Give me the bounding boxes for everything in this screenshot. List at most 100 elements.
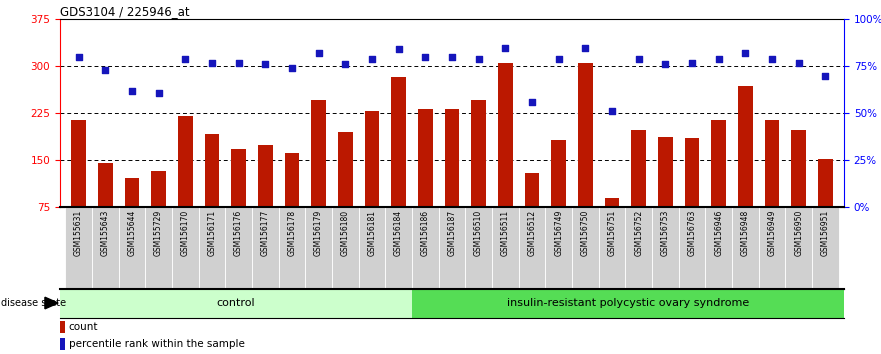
- Point: [152, 90, 166, 96]
- Polygon shape: [45, 297, 58, 309]
- Text: GSM155631: GSM155631: [74, 210, 83, 256]
- Point: [525, 99, 539, 105]
- Text: GSM156950: GSM156950: [794, 210, 803, 256]
- Text: GSM156179: GSM156179: [315, 210, 323, 256]
- Bar: [359, 207, 385, 289]
- Bar: [492, 207, 519, 289]
- Bar: [732, 207, 759, 289]
- Point: [178, 56, 192, 62]
- Bar: [198, 207, 226, 289]
- Bar: [124, 178, 139, 254]
- Text: GSM156176: GSM156176: [234, 210, 243, 256]
- Bar: [178, 116, 193, 254]
- Bar: [204, 134, 219, 254]
- Text: GSM156178: GSM156178: [287, 210, 296, 256]
- Text: GSM155729: GSM155729: [154, 210, 163, 256]
- Point: [792, 60, 806, 65]
- Bar: [598, 207, 626, 289]
- Bar: [524, 173, 539, 254]
- Text: GSM156749: GSM156749: [554, 210, 563, 256]
- Bar: [60, 289, 412, 318]
- Bar: [418, 109, 433, 254]
- Text: percentile rank within the sample: percentile rank within the sample: [69, 339, 244, 349]
- Bar: [332, 207, 359, 289]
- Text: count: count: [69, 322, 98, 332]
- Bar: [60, 321, 65, 333]
- Text: GSM156180: GSM156180: [341, 210, 350, 256]
- Bar: [678, 207, 706, 289]
- Bar: [338, 132, 352, 254]
- Bar: [626, 207, 652, 289]
- Text: insulin-resistant polycystic ovary syndrome: insulin-resistant polycystic ovary syndr…: [507, 298, 749, 308]
- Bar: [578, 63, 593, 254]
- Bar: [226, 207, 252, 289]
- Text: GSM156170: GSM156170: [181, 210, 189, 256]
- Text: GDS3104 / 225946_at: GDS3104 / 225946_at: [60, 5, 189, 18]
- Bar: [765, 120, 780, 254]
- Point: [285, 65, 299, 71]
- Bar: [706, 207, 732, 289]
- Bar: [92, 207, 119, 289]
- Point: [685, 60, 699, 65]
- Point: [98, 67, 112, 73]
- Text: GSM156184: GSM156184: [394, 210, 403, 256]
- Point: [471, 56, 485, 62]
- Point: [738, 50, 752, 56]
- Bar: [152, 171, 166, 254]
- Bar: [258, 145, 272, 254]
- Bar: [738, 86, 752, 254]
- Bar: [71, 120, 86, 254]
- Point: [365, 56, 379, 62]
- Bar: [552, 139, 566, 254]
- Text: GSM156510: GSM156510: [474, 210, 483, 256]
- Point: [552, 56, 566, 62]
- Point: [499, 45, 513, 50]
- Bar: [632, 130, 646, 254]
- Bar: [652, 207, 678, 289]
- Text: GSM156186: GSM156186: [421, 210, 430, 256]
- Text: GSM156949: GSM156949: [767, 210, 776, 256]
- Bar: [791, 130, 806, 254]
- Point: [125, 88, 139, 93]
- Point: [312, 50, 326, 56]
- Bar: [412, 289, 844, 318]
- Bar: [252, 207, 278, 289]
- Text: control: control: [217, 298, 255, 308]
- Bar: [545, 207, 572, 289]
- Text: GSM156752: GSM156752: [634, 210, 643, 256]
- Text: GSM155644: GSM155644: [128, 210, 137, 256]
- Point: [578, 45, 592, 50]
- Point: [205, 60, 219, 65]
- Point: [765, 56, 779, 62]
- Bar: [311, 99, 326, 254]
- Bar: [145, 207, 172, 289]
- Text: GSM156946: GSM156946: [714, 210, 723, 256]
- Bar: [498, 63, 513, 254]
- Bar: [306, 207, 332, 289]
- Bar: [278, 207, 306, 289]
- Point: [445, 54, 459, 60]
- Point: [258, 62, 272, 67]
- Text: GSM156751: GSM156751: [608, 210, 617, 256]
- Bar: [391, 77, 406, 254]
- Bar: [471, 100, 486, 254]
- Text: GSM156181: GSM156181: [367, 210, 376, 256]
- Point: [338, 62, 352, 67]
- Text: GSM156177: GSM156177: [261, 210, 270, 256]
- Text: GSM156951: GSM156951: [821, 210, 830, 256]
- Bar: [604, 198, 619, 254]
- Text: GSM156511: GSM156511: [500, 210, 510, 256]
- Text: GSM156753: GSM156753: [661, 210, 670, 256]
- Bar: [60, 338, 65, 349]
- Bar: [519, 207, 545, 289]
- Point: [605, 109, 619, 114]
- Point: [712, 56, 726, 62]
- Text: GSM156171: GSM156171: [207, 210, 217, 256]
- Bar: [172, 207, 198, 289]
- Bar: [658, 137, 673, 254]
- Text: GSM156763: GSM156763: [687, 210, 697, 256]
- Bar: [759, 207, 785, 289]
- Bar: [818, 159, 833, 254]
- Point: [658, 62, 672, 67]
- Point: [418, 54, 433, 60]
